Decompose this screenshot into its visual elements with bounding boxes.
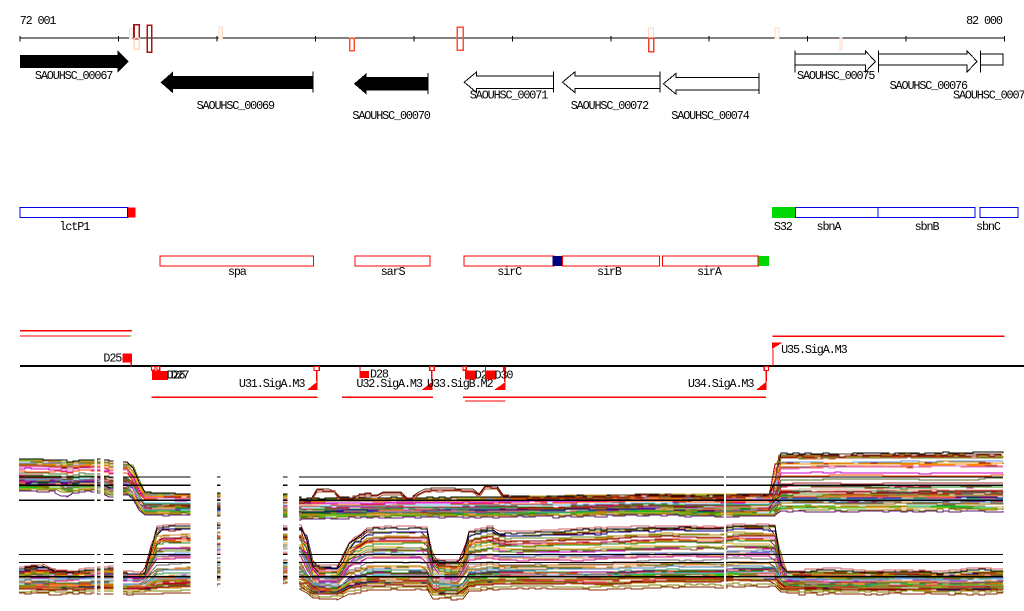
svg-text:SAOUHSC_00072: SAOUHSC_00072: [571, 99, 649, 113]
svg-text:spa: spa: [228, 265, 247, 279]
svg-text:U33.SigB.M2: U33.SigB.M2: [427, 377, 493, 391]
svg-text:D27: D27: [171, 368, 190, 382]
svg-text:sirC: sirC: [497, 265, 522, 279]
svg-text:sirB: sirB: [597, 265, 622, 279]
svg-text:D26: D26: [167, 368, 186, 382]
svg-text:sbnB: sbnB: [915, 220, 940, 234]
svg-text:U32.SigA.M3: U32.SigA.M3: [356, 377, 422, 391]
svg-text:sirA: sirA: [697, 265, 723, 279]
svg-text:lctP1: lctP1: [59, 220, 90, 234]
svg-text:D30: D30: [495, 368, 514, 382]
svg-text:SAOUHSC_00069: SAOUHSC_00069: [197, 99, 275, 113]
svg-text:D28: D28: [370, 368, 389, 382]
svg-text:U35.SigA.M3: U35.SigA.M3: [781, 343, 847, 357]
svg-text:S32: S32: [774, 220, 793, 234]
svg-text:sarS: sarS: [381, 265, 406, 279]
svg-text:SAOUHSC_00077: SAOUHSC_00077: [953, 89, 1024, 103]
svg-text:72 001: 72 001: [20, 14, 57, 28]
svg-text:sbnC: sbnC: [976, 220, 1001, 234]
svg-text:SAOUHSC_00075: SAOUHSC_00075: [797, 69, 875, 83]
svg-text:SAOUHSC_00074: SAOUHSC_00074: [671, 109, 749, 123]
svg-text:SAOUHSC_00067: SAOUHSC_00067: [35, 69, 113, 83]
svg-text:82 000: 82 000: [966, 14, 1003, 28]
svg-text:sbnA: sbnA: [817, 220, 843, 234]
svg-text:SAOUHSC_00071: SAOUHSC_00071: [470, 89, 548, 103]
svg-text:U31.SigA.M3: U31.SigA.M3: [239, 377, 305, 391]
svg-text:D25: D25: [103, 352, 122, 366]
svg-text:SAOUHSC_00070: SAOUHSC_00070: [352, 109, 430, 123]
svg-text:U34.SigA.M3: U34.SigA.M3: [688, 377, 754, 391]
svg-text:SAOUHSC_00076: SAOUHSC_00076: [890, 79, 968, 93]
